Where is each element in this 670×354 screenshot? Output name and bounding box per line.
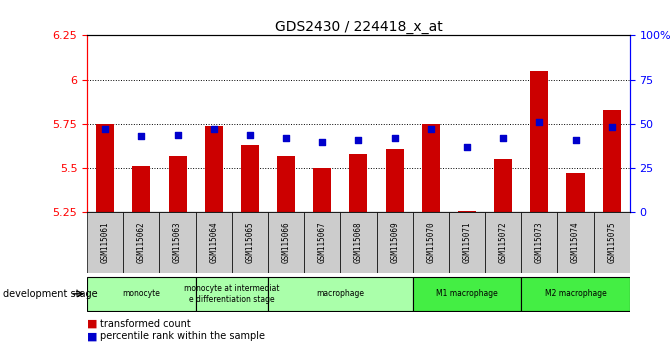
Point (208, 126, 219, 132)
Text: GSM115062: GSM115062 (137, 222, 146, 263)
Bar (458, 211, 476, 212)
FancyBboxPatch shape (521, 212, 557, 273)
Text: monocyte: monocyte (123, 289, 160, 298)
Point (136, 133, 147, 139)
Text: GSM115071: GSM115071 (462, 222, 472, 263)
FancyBboxPatch shape (268, 277, 413, 311)
Text: transformed count: transformed count (100, 319, 191, 329)
Bar (133, 166, 151, 212)
Text: GSM115063: GSM115063 (173, 222, 182, 263)
Text: GSM115069: GSM115069 (390, 222, 399, 263)
FancyBboxPatch shape (196, 212, 232, 273)
Title: GDS2430 / 224418_x_at: GDS2430 / 224418_x_at (275, 21, 442, 34)
FancyBboxPatch shape (594, 212, 630, 273)
Text: GSM115066: GSM115066 (281, 222, 291, 263)
Text: monocyte at intermediat
e differentiation stage: monocyte at intermediat e differentiatio… (184, 284, 279, 303)
Point (353, 137, 364, 143)
Text: GSM115068: GSM115068 (354, 222, 363, 263)
Text: GSM115073: GSM115073 (535, 222, 544, 263)
Bar (567, 173, 584, 212)
Bar (531, 71, 549, 212)
Text: M2 macrophage: M2 macrophage (545, 289, 606, 298)
Point (498, 135, 509, 141)
Point (100, 126, 111, 132)
Point (606, 125, 617, 130)
Point (462, 144, 472, 150)
Point (245, 132, 255, 137)
FancyBboxPatch shape (87, 212, 123, 273)
FancyBboxPatch shape (159, 212, 196, 273)
Text: GSM115061: GSM115061 (100, 222, 110, 263)
Text: GSM115064: GSM115064 (209, 222, 218, 263)
Bar (314, 168, 331, 212)
Bar (241, 145, 259, 212)
FancyBboxPatch shape (557, 212, 594, 273)
FancyBboxPatch shape (485, 212, 521, 273)
Text: GSM115072: GSM115072 (498, 222, 508, 263)
FancyBboxPatch shape (123, 212, 159, 273)
Bar (96, 124, 114, 212)
FancyBboxPatch shape (521, 277, 630, 311)
Bar (350, 154, 367, 212)
Bar (494, 159, 513, 212)
Text: M1 macrophage: M1 macrophage (436, 289, 498, 298)
FancyBboxPatch shape (304, 212, 340, 273)
FancyBboxPatch shape (196, 277, 268, 311)
Text: development stage: development stage (3, 289, 98, 299)
Bar (603, 110, 621, 212)
Text: ■: ■ (87, 319, 101, 329)
Bar (169, 156, 186, 212)
Text: percentile rank within the sample: percentile rank within the sample (100, 331, 265, 341)
FancyBboxPatch shape (268, 212, 304, 273)
Text: GSM115065: GSM115065 (245, 222, 255, 263)
Text: ■: ■ (87, 331, 101, 341)
FancyBboxPatch shape (413, 277, 521, 311)
Point (534, 119, 545, 125)
Point (172, 132, 183, 137)
Point (281, 135, 291, 141)
FancyBboxPatch shape (377, 212, 413, 273)
Point (570, 137, 581, 143)
Point (389, 135, 400, 141)
Text: GSM115070: GSM115070 (426, 222, 436, 263)
Bar (422, 124, 440, 212)
Point (425, 126, 436, 132)
FancyBboxPatch shape (413, 212, 449, 273)
Text: GSM115075: GSM115075 (607, 222, 616, 263)
Bar (205, 126, 222, 212)
FancyBboxPatch shape (87, 277, 196, 311)
Bar (386, 149, 403, 212)
Text: macrophage: macrophage (316, 289, 364, 298)
Bar (277, 156, 295, 212)
FancyBboxPatch shape (449, 212, 485, 273)
Text: GSM115074: GSM115074 (571, 222, 580, 263)
FancyBboxPatch shape (232, 212, 268, 273)
Text: GSM115067: GSM115067 (318, 222, 327, 263)
Point (317, 139, 328, 144)
FancyBboxPatch shape (340, 212, 377, 273)
